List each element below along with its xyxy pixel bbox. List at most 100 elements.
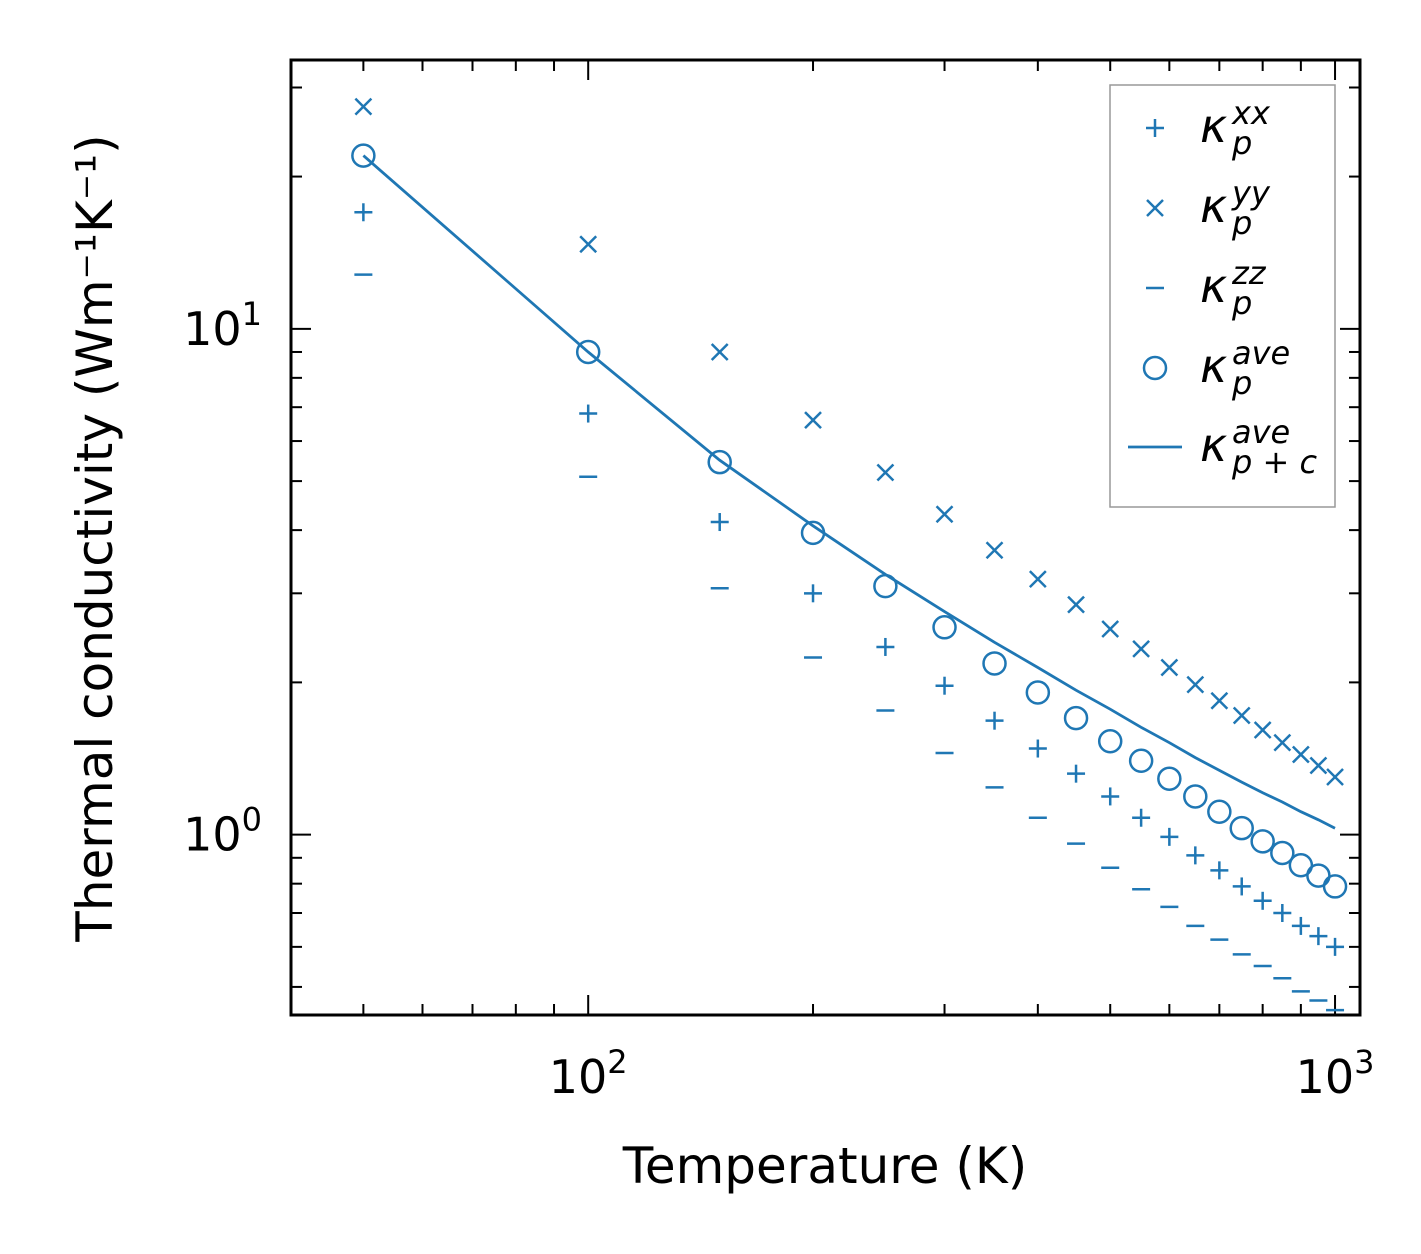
- data-point: [1210, 691, 1229, 710]
- legend-superscript: yy: [1231, 174, 1271, 212]
- data-point: [707, 449, 732, 475]
- legend-subscript: p: [1231, 204, 1252, 242]
- legend-label: κ: [1200, 259, 1227, 313]
- x-stroke-b: [1253, 721, 1272, 739]
- data-point: [710, 343, 729, 361]
- data-point: [1186, 675, 1205, 694]
- data-point: [1253, 721, 1272, 739]
- data-point: [1128, 748, 1154, 773]
- axis-ticks: [290, 60, 1360, 1015]
- legend-label: κ: [1200, 99, 1227, 153]
- x-stroke-b: [1309, 756, 1328, 775]
- x-stroke-b: [1186, 675, 1205, 694]
- plot-marks: [351, 97, 1348, 1012]
- data-point: [1028, 739, 1047, 758]
- data-point: [1273, 904, 1292, 923]
- x-stroke-b: [1210, 691, 1229, 710]
- data-point: [985, 711, 1004, 730]
- data-point: [579, 404, 598, 423]
- legend-marker: [1146, 119, 1164, 137]
- data-point: [1063, 705, 1089, 731]
- data-point: [575, 339, 601, 365]
- data-point: [1025, 680, 1051, 705]
- data-point: [876, 637, 895, 656]
- data-point: [1322, 874, 1348, 899]
- x-stroke-b: [876, 463, 895, 482]
- legend-label: κ: [1200, 339, 1227, 393]
- x-stroke-b: [1291, 745, 1310, 764]
- data-point: [354, 203, 373, 222]
- data-point: [1028, 570, 1047, 589]
- x-tick-label: 102: [549, 1043, 628, 1104]
- plot-frame: [289, 58, 1362, 1017]
- legend-label: κ: [1200, 418, 1227, 472]
- legend-marker: [1142, 355, 1168, 381]
- legend-superscript: xx: [1231, 94, 1271, 132]
- x-stroke-b: [1132, 639, 1151, 658]
- data-point: [1067, 595, 1085, 614]
- data-point: [1273, 733, 1292, 752]
- data-point: [804, 584, 823, 603]
- data-point: [1326, 937, 1345, 956]
- data-point: [982, 651, 1007, 676]
- x-axis-label: Temperature (K): [622, 1137, 1027, 1195]
- legend-label: κ: [1200, 179, 1227, 233]
- data-point: [1160, 827, 1179, 846]
- data-point: [1183, 784, 1208, 809]
- series-line: [362, 154, 1336, 830]
- data-point: [1160, 658, 1179, 677]
- data-point: [1207, 799, 1232, 824]
- x-stroke-b: [1101, 620, 1120, 638]
- data-point: [1067, 764, 1086, 783]
- data-point: [1186, 846, 1205, 865]
- x-stroke-b: [710, 343, 729, 361]
- series-kappa_p_yy: [354, 97, 1344, 786]
- data-point: [1309, 927, 1328, 946]
- legend-subscript: p: [1231, 364, 1252, 402]
- series-kappa_p_ave: [351, 143, 1348, 899]
- legend-entry-kappa_p_xx: κ xxp: [1146, 94, 1271, 162]
- data-point: [579, 235, 598, 254]
- tick-labels: 102 103 100 101: [183, 295, 1374, 1104]
- data-point: [1232, 877, 1251, 896]
- x-stroke-b: [1273, 733, 1292, 752]
- data-point: [1097, 728, 1123, 754]
- data-point: [1132, 639, 1151, 658]
- x-stroke-b: [935, 505, 954, 524]
- data-point: [1253, 891, 1272, 910]
- data-point: [1306, 863, 1331, 888]
- series-kappa_p+c_ave: [362, 154, 1336, 830]
- y-axis-label: Thermal conductivity (Wm⁻¹K⁻¹): [66, 134, 124, 942]
- data-point: [351, 143, 376, 168]
- data-point: [1101, 620, 1120, 638]
- x-stroke-b: [1146, 199, 1164, 217]
- x-tick-label: 103: [1296, 1043, 1375, 1104]
- data-point: [985, 541, 1004, 560]
- legend-entry-kappa_p_zz: κ zzp: [1146, 254, 1267, 322]
- data-point: [804, 411, 822, 429]
- data-point: [876, 463, 895, 482]
- data-point: [1101, 787, 1120, 806]
- legend-subscript: p + c: [1231, 443, 1317, 481]
- data-point: [1157, 766, 1182, 791]
- series-kappa_p_xx: [354, 203, 1345, 956]
- data-point: [1210, 861, 1229, 880]
- x-stroke-b: [985, 541, 1004, 560]
- x-stroke-b: [1067, 595, 1085, 614]
- data-point: [1250, 829, 1275, 854]
- data-point: [1232, 706, 1251, 725]
- data-point: [1270, 840, 1295, 866]
- data-point: [935, 505, 954, 524]
- legend-superscript: ave: [1232, 413, 1290, 451]
- data-point: [1291, 916, 1310, 935]
- x-stroke-b: [804, 411, 822, 429]
- x-stroke-b: [579, 235, 598, 254]
- y-tick-label: 100: [183, 801, 262, 862]
- y-tick-label: 101: [183, 295, 262, 356]
- data-point: [354, 97, 373, 116]
- data-point: [1326, 768, 1344, 786]
- legend-subscript: p: [1231, 284, 1252, 322]
